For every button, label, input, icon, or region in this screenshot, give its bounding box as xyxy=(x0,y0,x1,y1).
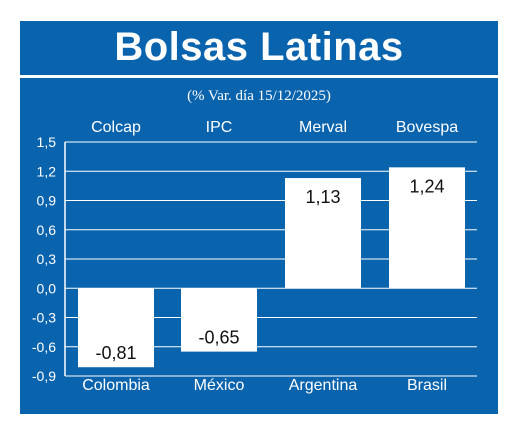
y-axis: 1,5 1,2 0,9 0,6 0,3 0,0 -0,3 -0,6 -0,9 xyxy=(32,134,66,384)
y-tick-label: 1,2 xyxy=(37,163,57,179)
y-tick-label: 0,6 xyxy=(37,222,57,238)
category-label: Colombia xyxy=(82,377,150,394)
bar xyxy=(285,178,361,289)
index-label: Colcap xyxy=(91,119,141,136)
y-tick-label: -0,9 xyxy=(32,368,56,384)
y-tick-label: -0,6 xyxy=(32,339,56,355)
chart-title: Bolsas Latinas xyxy=(114,25,404,69)
y-tick-label: -0,3 xyxy=(32,310,56,326)
title-bar: Bolsas Latinas xyxy=(20,21,498,73)
bar xyxy=(389,167,465,289)
category-label: Brasil xyxy=(407,377,447,394)
bar-value-label: -0,65 xyxy=(198,328,239,348)
y-tick-label: 0,3 xyxy=(37,251,57,267)
bar-value-label: 1,24 xyxy=(409,176,444,196)
bar xyxy=(181,288,257,352)
index-label: IPC xyxy=(206,119,233,136)
title-divider xyxy=(20,75,498,78)
bars xyxy=(78,167,465,368)
y-tick-label: 1,5 xyxy=(37,134,57,150)
bar xyxy=(78,288,154,368)
y-tick-label: 0,9 xyxy=(37,193,57,209)
bar-value-label: -0,81 xyxy=(95,343,136,363)
bar-value-label: 1,13 xyxy=(305,187,340,207)
index-label: Bovespa xyxy=(396,119,458,136)
index-label: Merval xyxy=(299,119,347,136)
chart-subtitle: (% Var. día 15/12/2025) xyxy=(187,88,331,104)
category-label: México xyxy=(194,377,245,394)
y-tick-label: 0,0 xyxy=(37,280,57,296)
category-label: Argentina xyxy=(289,377,358,394)
labels: -0,81 -0,65 1,13 1,24 Colcap IPC Merval Bovespa… xyxy=(82,119,458,394)
